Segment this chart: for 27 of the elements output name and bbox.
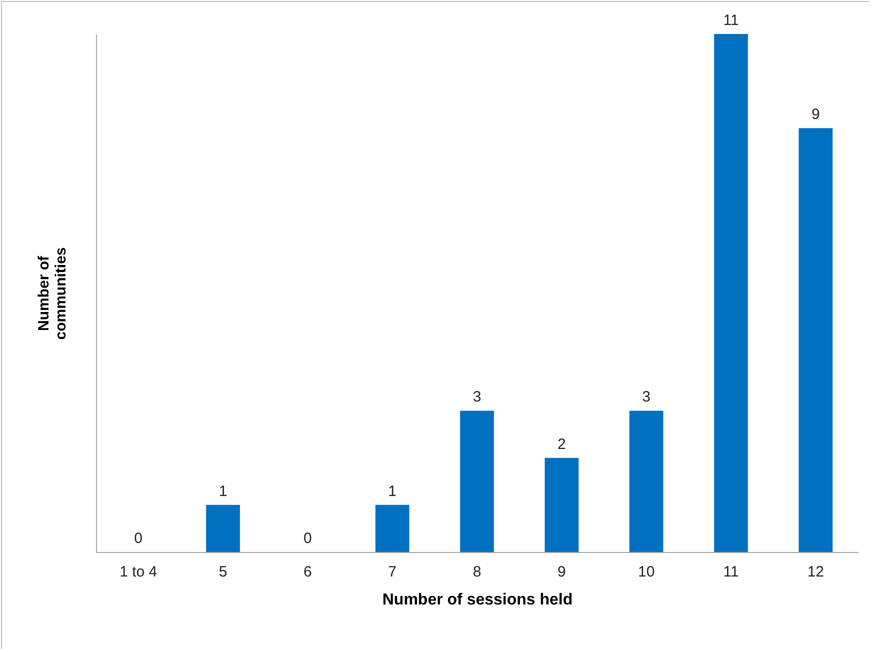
x-tick-label: 8 — [472, 564, 482, 580]
x-axis-title: Number of sessions held — [382, 592, 573, 608]
data-label: 1 — [388, 482, 397, 500]
x-tick-label: 5 — [218, 564, 228, 580]
data-label: 3 — [642, 388, 651, 406]
y-axis-title: Number of communities — [36, 247, 70, 340]
data-label: 0 — [134, 530, 143, 547]
data-label: 2 — [557, 436, 566, 453]
x-tick-label: 1 to 4 — [120, 564, 158, 580]
bar — [206, 504, 240, 552]
bar — [544, 458, 579, 552]
x-tick-label: 12 — [807, 564, 824, 580]
data-label: 0 — [303, 530, 312, 547]
x-tick-label: 6 — [303, 564, 312, 580]
data-label: 3 — [472, 388, 482, 406]
x-tick-label: 10 — [638, 564, 655, 580]
x-tick-label: 7 — [388, 564, 397, 580]
x-tick-label: 9 — [557, 564, 566, 580]
data-label: 1 — [218, 482, 228, 500]
data-label: 9 — [811, 106, 820, 124]
bar — [629, 410, 664, 552]
bar — [714, 34, 748, 552]
bar — [798, 128, 833, 552]
bar — [460, 410, 494, 552]
x-tick-label: 11 — [723, 564, 739, 580]
bar — [375, 504, 410, 552]
data-label: 11 — [723, 12, 739, 29]
